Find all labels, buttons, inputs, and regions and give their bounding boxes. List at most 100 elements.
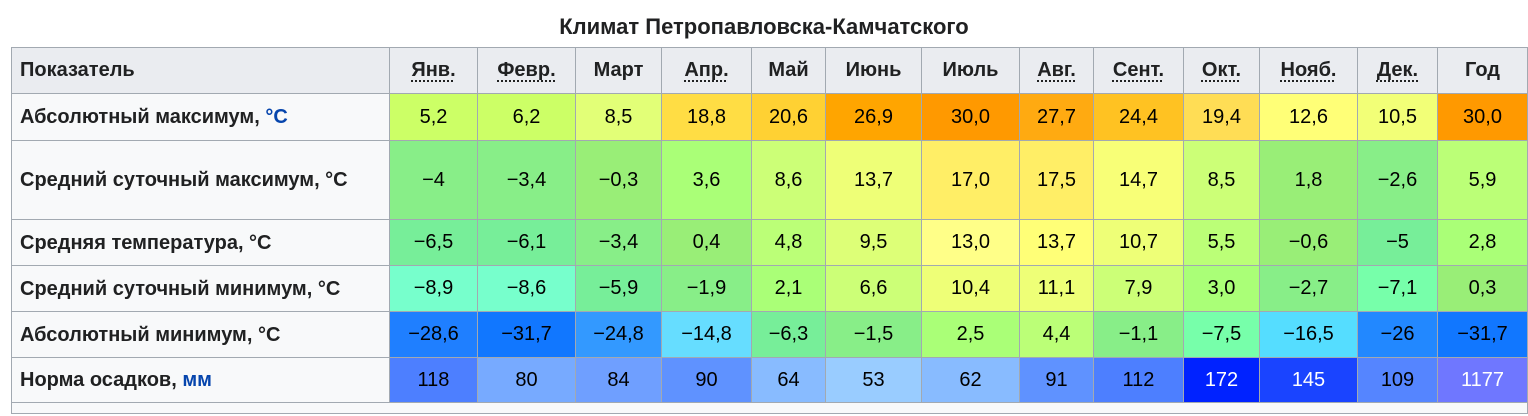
data-cell: 145	[1259, 357, 1358, 403]
header-month: Авг.	[1019, 47, 1094, 94]
data-cell: −1,1	[1093, 311, 1184, 358]
data-cell: −3,4	[575, 219, 662, 266]
header-month: Май	[751, 47, 826, 94]
table-row: Средний суточный максимум, °C −4 −3,4 −0,3 3…	[11, 140, 1528, 220]
header-month: Июль	[921, 47, 1020, 94]
data-cell: 14,7	[1093, 140, 1184, 220]
data-cell: 6,6	[825, 265, 922, 312]
data-cell: 18,8	[661, 93, 752, 141]
data-cell: 10,7	[1093, 219, 1184, 266]
header-month: Июнь	[825, 47, 922, 94]
data-cell: 8,5	[575, 93, 662, 141]
year-cell: 1177	[1437, 357, 1528, 403]
data-cell: 62	[921, 357, 1020, 403]
data-cell: 118	[389, 357, 478, 403]
header-month: Янв.	[389, 47, 478, 94]
data-cell: −14,8	[661, 311, 752, 358]
table-footer-row	[11, 402, 1528, 414]
year-cell: 30,0	[1437, 93, 1528, 141]
table-row: Абсолютный максимум, °C 5,2 6,2 8,5 18,8 20,6…	[11, 93, 1528, 141]
header-month: Нояб.	[1259, 47, 1358, 94]
month-abbr: Авг.	[1037, 59, 1076, 81]
header-month: Дек.	[1357, 47, 1438, 94]
header-month: Апр.	[661, 47, 752, 94]
data-cell: 7,9	[1093, 265, 1184, 312]
year-cell: 0,3	[1437, 265, 1528, 312]
table-row: Абсолютный минимум, °C −28,6 −31,7 −24,8 −14…	[11, 311, 1528, 358]
data-cell: −1,5	[825, 311, 922, 358]
month-abbr: Нояб.	[1280, 59, 1337, 81]
data-cell: 91	[1019, 357, 1094, 403]
climate-table: Показатель Янв. Февр. Март Апр. Май Июнь Июль А…	[11, 47, 1528, 414]
data-cell: 3,0	[1183, 265, 1260, 312]
data-cell: 8,6	[751, 140, 826, 220]
data-cell: −5,9	[575, 265, 662, 312]
data-cell: 9,5	[825, 219, 922, 266]
data-cell: 80	[477, 357, 576, 403]
data-cell: 27,7	[1019, 93, 1094, 141]
data-cell: 10,4	[921, 265, 1020, 312]
data-cell: 4,8	[751, 219, 826, 266]
data-cell: −3,4	[477, 140, 576, 220]
row-label: Абсолютный максимум, °C	[11, 93, 390, 141]
data-cell: −7,1	[1357, 265, 1438, 312]
data-cell: 8,5	[1183, 140, 1260, 220]
data-cell: −6,5	[389, 219, 478, 266]
data-cell: 112	[1093, 357, 1184, 403]
table-row: Норма осадков, мм 118 80 84 90 64 53 62 91 112 172…	[11, 357, 1528, 403]
data-cell: 109	[1357, 357, 1438, 403]
data-cell: −8,9	[389, 265, 478, 312]
data-cell: −7,5	[1183, 311, 1260, 358]
data-cell: 24,4	[1093, 93, 1184, 141]
data-cell: 172	[1183, 357, 1260, 403]
data-cell: 10,5	[1357, 93, 1438, 141]
header-month: Окт.	[1183, 47, 1260, 94]
data-cell: 4,4	[1019, 311, 1094, 358]
data-cell: 5,5	[1183, 219, 1260, 266]
month-abbr: Янв.	[411, 59, 456, 81]
data-cell: 90	[661, 357, 752, 403]
table-row: Средний суточный минимум, °C −8,9 −8,6 −5,9…	[11, 265, 1528, 312]
row-label: Средний суточный максимум, °C	[11, 140, 390, 220]
month-abbr: Февр.	[497, 59, 556, 81]
data-cell: −6,3	[751, 311, 826, 358]
month-abbr: Окт.	[1201, 59, 1242, 81]
month-abbr: Сент.	[1112, 59, 1165, 81]
header-year: Год	[1437, 47, 1528, 94]
month-abbr: Дек.	[1376, 59, 1419, 81]
header-month: Сент.	[1093, 47, 1184, 94]
table-caption: Климат Петропавловска-Камчатского	[559, 14, 969, 39]
header-row: Показатель Янв. Февр. Март Апр. Май Июнь Июль А…	[11, 47, 1528, 94]
unit-link[interactable]: мм	[182, 369, 212, 391]
row-label: Средняя температура, °C	[11, 219, 390, 266]
data-cell: −1,9	[661, 265, 752, 312]
data-cell: −16,5	[1259, 311, 1358, 358]
data-cell: −2,7	[1259, 265, 1358, 312]
data-cell: 3,6	[661, 140, 752, 220]
data-cell: −28,6	[389, 311, 478, 358]
header-month: Февр.	[477, 47, 576, 94]
header-month: Март	[575, 47, 662, 94]
data-cell: −0,3	[575, 140, 662, 220]
data-cell: 5,2	[389, 93, 478, 141]
unit-link[interactable]: °C	[265, 106, 288, 128]
row-label: Абсолютный минимум, °C	[11, 311, 390, 358]
data-cell: −6,1	[477, 219, 576, 266]
data-cell: −0,6	[1259, 219, 1358, 266]
year-cell: −31,7	[1437, 311, 1528, 358]
data-cell: −8,6	[477, 265, 576, 312]
data-cell: −5	[1357, 219, 1438, 266]
data-cell: 12,6	[1259, 93, 1358, 141]
month-abbr: Апр.	[684, 59, 729, 81]
year-cell: 2,8	[1437, 219, 1528, 266]
data-cell: 64	[751, 357, 826, 403]
data-cell: 53	[825, 357, 922, 403]
data-cell: 17,5	[1019, 140, 1094, 220]
row-label: Норма осадков, мм	[11, 357, 390, 403]
year-cell: 5,9	[1437, 140, 1528, 220]
data-cell: 13,7	[1019, 219, 1094, 266]
data-cell: 84	[575, 357, 662, 403]
header-label: Показатель	[11, 47, 390, 94]
data-cell: 2,5	[921, 311, 1020, 358]
data-cell: 11,1	[1019, 265, 1094, 312]
